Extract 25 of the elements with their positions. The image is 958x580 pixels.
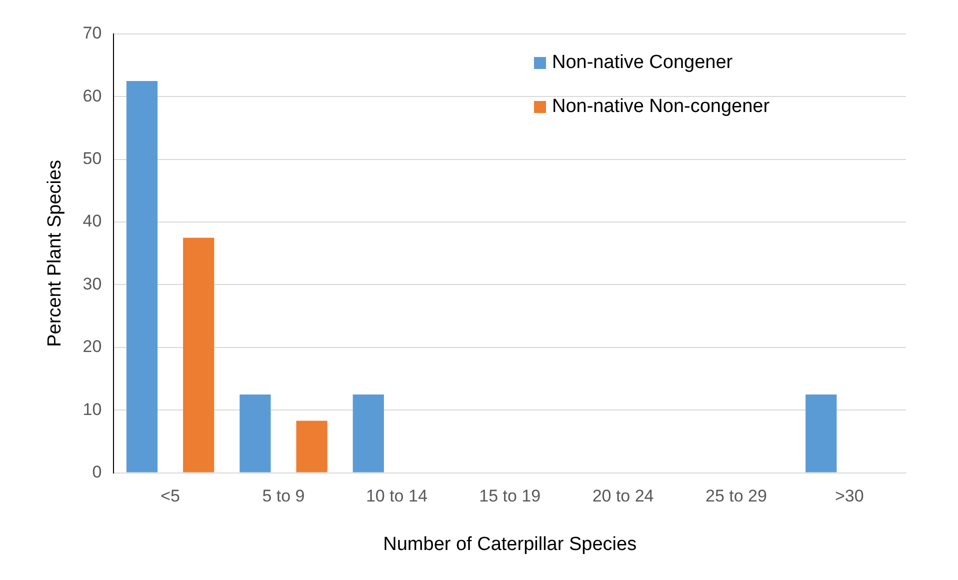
y-tick-label: 50 xyxy=(82,149,102,168)
x-tick-label: 20 to 24 xyxy=(592,486,654,506)
legend-label: Non-native Congener xyxy=(552,52,733,74)
x-tick-label: 5 to 9 xyxy=(262,486,305,506)
bar xyxy=(240,394,271,472)
bar xyxy=(183,238,214,472)
bar xyxy=(296,420,328,472)
bar xyxy=(806,394,837,472)
x-tick-label: 25 to 29 xyxy=(705,486,767,506)
bar xyxy=(126,81,158,472)
bar xyxy=(352,394,384,472)
y-tick-label: 30 xyxy=(82,274,102,294)
y-tick-label: 40 xyxy=(82,212,102,231)
x-tick-label: <5 xyxy=(160,486,180,506)
y-tick-label: 20 xyxy=(82,337,102,356)
y-tick-label: 10 xyxy=(82,400,102,419)
y-axis-title: Percent Plant Species xyxy=(44,160,66,347)
legend-label: Non-native Non-congener xyxy=(552,96,770,118)
x-tick-label: 10 to 14 xyxy=(366,486,428,506)
y-tick-label: 0 xyxy=(92,462,102,482)
x-tick-label: 15 to 19 xyxy=(479,486,541,506)
y-tick-label: 70 xyxy=(82,24,102,43)
x-axis-title: Number of Caterpillar Species xyxy=(383,534,637,555)
y-tick-label: 60 xyxy=(82,86,102,106)
x-tick-label: >30 xyxy=(834,486,864,506)
